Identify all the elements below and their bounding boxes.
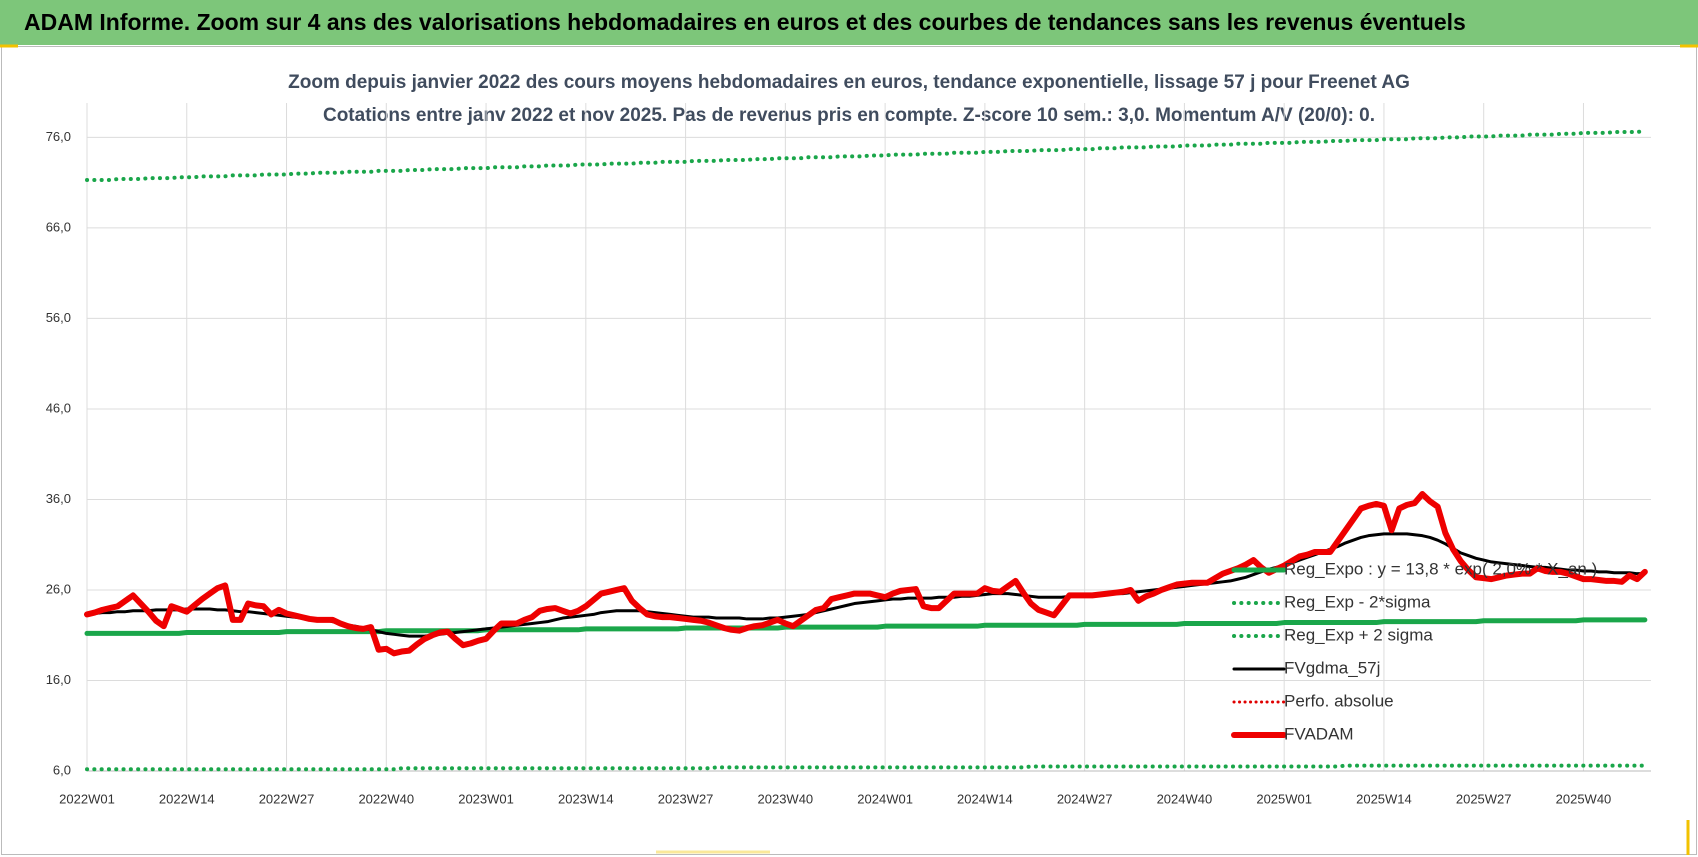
x-tick-label: 2023W27: [658, 791, 714, 806]
y-tick-label: 36,0: [46, 491, 71, 506]
y-tick-label: 16,0: [46, 672, 71, 687]
x-tick-label: 2025W27: [1456, 791, 1512, 806]
y-tick-label: 76,0: [46, 129, 71, 144]
x-tick-label: 2025W01: [1256, 791, 1312, 806]
banner: [0, 0, 1698, 45]
x-tick-label: 2024W01: [857, 791, 913, 806]
x-tick-label: 2025W14: [1356, 791, 1412, 806]
legend-label: Reg_Exp - 2*sigma: [1284, 592, 1431, 611]
chart-title: Zoom depuis janvier 2022 des cours moyen…: [288, 72, 1410, 93]
legend: Reg_Expo : y = 13,8 * exp( 2,0% * X_an )…: [1231, 559, 1597, 743]
x-tick-label: 2022W40: [358, 791, 414, 806]
x-tick-label: 2024W14: [957, 791, 1013, 806]
frame: [1, 46, 1697, 855]
y-tick-label: 46,0: [46, 400, 71, 415]
y-tick-label: 26,0: [46, 581, 71, 596]
legend-label: Reg_Expo : y = 13,8 * exp( 2,0% * X_an ): [1284, 559, 1597, 578]
lines: [84, 129, 1648, 772]
legend-label: Perfo. absolue: [1284, 691, 1394, 710]
x-tick-label: 2022W27: [259, 791, 315, 806]
chart-subtitle: Cotations entre janv 2022 et nov 2025. P…: [323, 105, 1375, 126]
x-tick-label: 2024W27: [1057, 791, 1113, 806]
legend-label: FVgdma_57j: [1284, 658, 1380, 677]
series-line: [85, 129, 1647, 182]
x-tick-label: 2025W40: [1556, 791, 1612, 806]
x-tick-label: 2023W40: [758, 791, 814, 806]
x-tick-label: 2023W14: [558, 791, 614, 806]
legend-label: Reg_Exp + 2 sigma: [1284, 625, 1433, 644]
y-tick-label: 56,0: [46, 310, 71, 325]
x-tick-label: 2023W01: [458, 791, 514, 806]
series-line: [84, 491, 1648, 657]
legend-label: FVADAM: [1284, 724, 1354, 743]
grid: 6,0 16,0 26,0 36,0 46,0 56,0 66,0 76,0 2022W01 20…: [46, 103, 1651, 806]
x-tick-label: 2022W01: [59, 791, 115, 806]
y-tick-label: 6,0: [53, 762, 71, 777]
x-tick-label: 2022W14: [159, 791, 215, 806]
series-line: [84, 617, 1648, 636]
y-tick-label: 66,0: [46, 219, 71, 234]
banner-title: ADAM Informe. Zoom sur 4 ans des valoris…: [24, 9, 1466, 35]
x-tick-label: 2024W40: [1157, 791, 1213, 806]
series-line: [85, 763, 1647, 772]
